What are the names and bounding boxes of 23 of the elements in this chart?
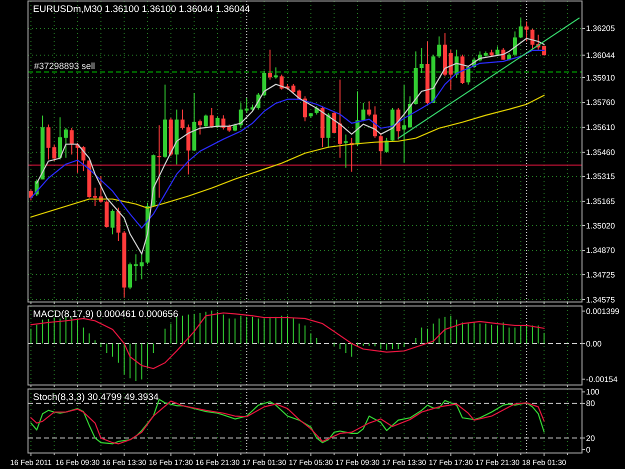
y-tick-label: 1.36044 [586, 51, 616, 60]
y-tick-label: 100 [586, 388, 600, 397]
y-tick-label: 1.35165 [586, 197, 616, 206]
y-tick-label: 1.35315 [586, 172, 616, 182]
ref-line-label: #37298893 sell [34, 61, 96, 72]
y-tick-label: 1.36205 [586, 24, 616, 34]
y-tick-label: 1.35910 [586, 73, 616, 82]
y-tick-label: 1.35610 [586, 123, 616, 132]
y-tick-label: 80 [586, 399, 596, 408]
y-tick-label: 1.34575 [586, 295, 616, 304]
y-tick-label: 20 [586, 434, 596, 443]
y-tick-label: 1.35760 [586, 98, 616, 108]
y-tick-label: 0.00 [586, 339, 602, 348]
chart-title: Stoch(8,3,3) 30.4799 49.3934 [33, 392, 159, 403]
y-tick-label: 1.34725 [586, 270, 616, 280]
y-tick-label: 1.35020 [586, 221, 616, 230]
chart-title: MACD(8,17,9) 0.000461 0.000656 [33, 309, 178, 320]
y-tick-label: -0.00154 [586, 375, 618, 384]
y-tick-label: 0 [586, 445, 591, 454]
y-tick-label: 0.001399 [586, 306, 620, 316]
y-tick-label: 1.35460 [586, 148, 616, 158]
y-tick-label: 1.34870 [586, 246, 616, 256]
chart-title: EURUSDm,M30 1.36100 1.36100 1.36044 1.36044 [33, 4, 250, 15]
